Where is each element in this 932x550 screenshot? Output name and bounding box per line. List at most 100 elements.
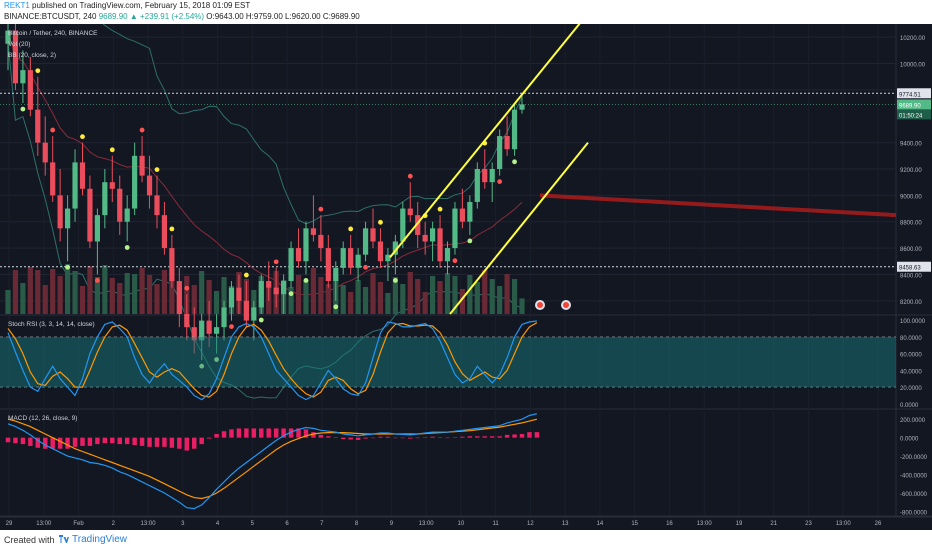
volume-bar	[87, 266, 93, 314]
signal-dot	[333, 304, 339, 310]
volume-legend: Vol (20)	[8, 41, 30, 48]
macd-histogram-bar	[5, 437, 11, 443]
volume-bar	[482, 270, 488, 314]
time-tick-label: Feb	[73, 521, 84, 527]
macd-histogram-bar	[229, 429, 234, 438]
volume-bar	[109, 278, 115, 314]
candle-body	[273, 287, 279, 295]
volume-bar	[430, 276, 436, 314]
volume-bar	[511, 279, 518, 314]
tradingview-logo-icon	[59, 535, 69, 543]
signal-dot	[378, 219, 383, 225]
macd-histogram-bar	[311, 432, 316, 438]
candle-body	[139, 155, 145, 176]
volume-bar	[206, 280, 212, 314]
time-tick-label: 2	[112, 521, 116, 527]
candle-body	[251, 307, 257, 321]
event-marker-icon-center	[537, 302, 543, 308]
signal-dot	[437, 206, 443, 212]
signal-dot	[512, 159, 517, 165]
red-trend-line	[539, 193, 897, 218]
time-tick-label: 13:00	[141, 521, 157, 527]
event-marker-icon-center	[563, 302, 569, 308]
volume-bar	[377, 282, 384, 314]
macd-histogram-bar	[378, 436, 383, 438]
signal-dot	[124, 245, 130, 250]
macd-histogram-bar	[393, 437, 398, 439]
volume-bar	[444, 273, 451, 314]
candle-body	[437, 228, 443, 262]
time-tick-label: 10	[458, 521, 465, 527]
volume-bar	[325, 284, 331, 314]
signal-dot	[94, 278, 100, 283]
volume-bar	[422, 292, 428, 314]
signal-dot	[258, 317, 264, 323]
macd-histogram-bar	[512, 434, 517, 438]
macd-histogram-bar	[57, 437, 63, 449]
candle-body	[519, 104, 525, 110]
level-low-label: 8458.63	[899, 266, 921, 272]
tradingview-link[interactable]: TradingView	[72, 534, 128, 545]
macd-histogram-bar	[489, 436, 495, 438]
price-tick-label: 10200.00	[900, 36, 926, 42]
bollinger-upper-line	[102, 24, 523, 225]
macd-histogram-bar	[504, 434, 510, 438]
volume-bar	[452, 276, 458, 314]
signal-dot	[243, 272, 249, 278]
macd-histogram-bar	[318, 434, 324, 438]
volume-bar	[489, 279, 495, 314]
volume-bar	[497, 286, 503, 314]
macd-histogram-bar	[259, 428, 264, 438]
volume-bar	[303, 280, 309, 314]
volume-bar	[437, 281, 443, 314]
candle-body	[459, 208, 466, 222]
signal-dot	[35, 68, 41, 74]
macd-histogram-bar	[445, 437, 450, 439]
candle-body	[228, 287, 235, 308]
macd-histogram-bar	[467, 436, 473, 438]
volume-bar	[459, 289, 466, 314]
macd-histogram-bar	[139, 437, 145, 446]
author-link[interactable]: REKT1	[4, 1, 30, 10]
volume-bar	[64, 264, 71, 314]
time-tick-label: 13	[562, 521, 569, 527]
macd-histogram-bar	[162, 437, 167, 447]
volume-bar	[467, 275, 473, 314]
candle-body	[385, 254, 391, 262]
signal-dot	[363, 264, 368, 270]
price-tick-label: 8400.00	[900, 273, 922, 279]
time-tick-label: 6	[285, 521, 289, 527]
candle-body	[191, 327, 197, 341]
signal-dot	[169, 226, 175, 232]
volume-bar	[348, 292, 354, 314]
pair-legend: Bitcoin / Tether, 240, BINANCE	[8, 30, 98, 37]
price-tick-label: 8800.00	[900, 221, 922, 227]
time-tick-label: 14	[597, 521, 604, 527]
stoch-tick-label: 40.0000	[900, 369, 922, 375]
stoch-tick-label: 60.0000	[900, 353, 922, 359]
volume-bar	[370, 273, 376, 314]
volume-bar	[474, 282, 480, 314]
candle-body	[27, 70, 33, 110]
candle-body	[377, 241, 384, 262]
publish-info: REKT1 published on TradingView.com, Febr…	[4, 1, 250, 10]
volume-bar	[392, 277, 398, 314]
candle-body	[497, 136, 503, 169]
macd-histogram-bar	[169, 437, 175, 448]
candle-body	[400, 208, 406, 242]
candle-body	[42, 142, 48, 163]
macd-histogram-bar	[154, 437, 160, 447]
countdown-label-bg	[897, 109, 931, 120]
macd-tick-label: -600.0000	[900, 492, 928, 498]
signal-dot	[20, 106, 26, 112]
chart-canvas[interactable]: 10200.0010000.009800.009400.009200.00900…	[0, 24, 932, 530]
macd-histogram-bar	[408, 437, 413, 439]
last-price: 9689.90	[98, 12, 128, 21]
macd-legend: MACD (12, 26, close, 9)	[8, 415, 77, 422]
volume-bar	[72, 271, 78, 314]
current-price-label: 9689.90	[899, 103, 921, 109]
candle-body	[288, 248, 294, 282]
candle-body	[295, 248, 302, 262]
candle-body	[117, 188, 123, 222]
candle-body	[94, 215, 100, 242]
